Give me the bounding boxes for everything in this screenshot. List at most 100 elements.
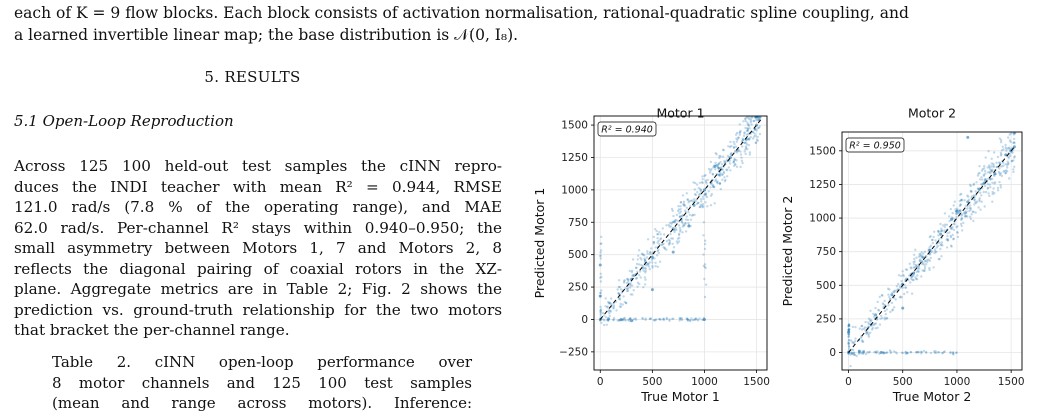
scatter-point (865, 332, 868, 335)
scatter-point (847, 328, 851, 331)
scatter-point (1012, 141, 1016, 144)
scatter-point (716, 182, 719, 185)
scatter-point (965, 214, 968, 218)
scatter-point (599, 311, 602, 315)
scatter-point (718, 173, 721, 176)
scatter-point (847, 328, 851, 331)
paragraph-line: 121.0 rad/s (7.8 % of the operating rang… (14, 198, 502, 216)
scatter-point (659, 238, 662, 241)
scatter-point (599, 309, 602, 312)
scatter-point (958, 209, 962, 213)
paragraph-line: 62.0 rad/s. Per-channel R² stays within … (14, 218, 502, 237)
scatter-point (711, 184, 714, 187)
scatter-point (740, 156, 743, 159)
scatter-point (618, 298, 622, 301)
scatter-point (600, 321, 603, 325)
results-paragraph: Across 125 100 held-out test samples the… (14, 156, 502, 341)
scatter-point (922, 252, 925, 255)
scatter-point (888, 288, 891, 291)
scatter-point (668, 318, 671, 321)
scatter-point (599, 249, 603, 252)
scatter-point (629, 293, 632, 296)
scatter-point (703, 247, 707, 251)
scatter-point (1006, 147, 1010, 150)
scatter-point (1004, 172, 1007, 175)
scatter-point (1005, 147, 1008, 151)
scatter-point (1008, 133, 1011, 136)
scatter-point (748, 153, 751, 156)
scatter-point (915, 351, 919, 354)
scatter-point (948, 219, 951, 223)
scatter-point (670, 207, 674, 211)
scatter-point (608, 314, 611, 318)
scatter-point (718, 173, 721, 176)
scatter-point (737, 136, 740, 139)
scatter-point (913, 266, 916, 269)
scatter-point (713, 202, 716, 205)
scatter-point (631, 274, 634, 277)
scatter-point (937, 234, 940, 237)
scatter-point (880, 293, 884, 297)
scatter-point (714, 178, 718, 181)
scatter-point (922, 263, 926, 266)
scatter-point (996, 186, 1000, 190)
scatter-point (960, 224, 963, 228)
scatter-point (685, 317, 688, 320)
scatter-point (680, 318, 684, 322)
scatter-point (732, 146, 736, 150)
scatter-point (915, 351, 918, 354)
scatter-point (897, 274, 901, 277)
scatter-point (1013, 156, 1016, 159)
scatter-point (744, 119, 747, 123)
scatter-point (876, 350, 879, 353)
scatter-point (629, 282, 632, 285)
scatter-point (730, 144, 733, 148)
scatter-point (929, 351, 933, 355)
scatter-point (884, 312, 887, 316)
scatter-point (872, 312, 875, 316)
scatter-point (939, 222, 942, 226)
scatter-point (648, 317, 651, 321)
scatter-point (641, 317, 644, 321)
r2-annotation-box (597, 121, 657, 137)
scatter-point (724, 178, 727, 182)
scatter-point (973, 198, 976, 202)
scatter-point (652, 235, 655, 239)
scatter-point (679, 317, 682, 320)
y-tick-label: 1250 (809, 179, 836, 191)
scatter-point (943, 225, 946, 229)
scatter-point (599, 291, 602, 295)
scatter-point (672, 220, 675, 224)
scatter-point (869, 318, 872, 321)
scatter-point (635, 262, 639, 266)
scatter-point (691, 214, 694, 217)
scatter-point (686, 319, 689, 322)
scatter-point (861, 328, 864, 331)
scatter-point (739, 150, 742, 153)
scatter-point (746, 116, 750, 119)
scatter-point (848, 328, 851, 331)
scatter-point (933, 351, 937, 355)
scatter-point (994, 181, 997, 184)
scatter-point-cloud (847, 132, 1017, 368)
scatter-point (609, 302, 612, 305)
scatter-point (1002, 164, 1005, 167)
scatter-point (948, 231, 951, 234)
scatter-point (876, 326, 879, 329)
scatter-point (646, 263, 650, 266)
scatter-point (741, 137, 744, 140)
scatter-point (869, 319, 872, 323)
scatter-point (986, 171, 990, 174)
scatter-point (859, 352, 863, 355)
scatter-point (642, 286, 645, 289)
scatter-point (916, 274, 919, 277)
scatter-point (686, 318, 689, 321)
paragraph-line: reflects the diagonal pairing of coaxial… (14, 259, 502, 278)
scatter-point (861, 351, 864, 354)
scatter-point (631, 284, 634, 287)
y-tick-label: 250 (568, 282, 588, 294)
scatter-point (699, 188, 703, 192)
scatter-point (942, 350, 946, 354)
scatter-point (991, 181, 994, 184)
scatter-point (962, 221, 965, 225)
